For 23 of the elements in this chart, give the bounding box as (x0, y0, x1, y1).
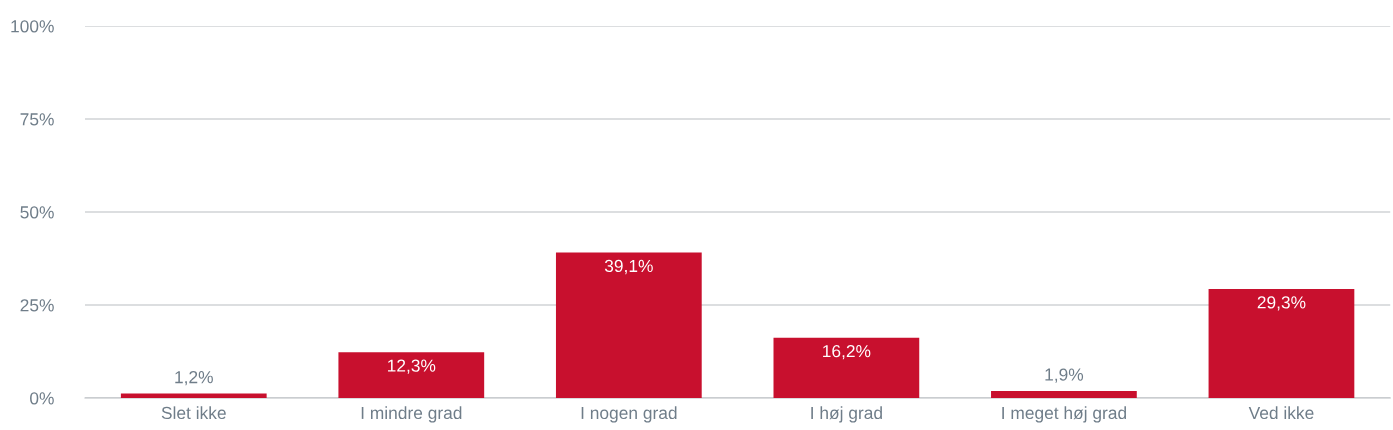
x-tick-label: Slet ikke (161, 406, 226, 420)
y-tick-label: 50% (20, 206, 54, 219)
bar (555, 252, 702, 398)
bar (1208, 289, 1355, 398)
y-tick-label: 75% (20, 113, 54, 126)
x-tick-label: I nogen grad (581, 406, 677, 423)
x-tick-label: I mindre grad (361, 406, 462, 423)
bar (773, 337, 920, 398)
data-label: 16,2% (823, 344, 871, 360)
y-tick-label: 100% (11, 20, 54, 33)
data-label: 39,1% (604, 259, 653, 275)
data-label: 1,9% (1045, 368, 1084, 383)
y-tick-label: 0% (30, 392, 54, 405)
x-tick-label: Ved ikke (1248, 406, 1314, 420)
data-label: 1,2% (175, 371, 213, 386)
x-tick-label: I meget høj grad (1002, 406, 1126, 423)
y-tick-label: 25% (20, 299, 54, 312)
bar (120, 393, 267, 398)
bar (338, 352, 485, 398)
bar (991, 390, 1137, 398)
data-label: 12,3% (388, 359, 436, 374)
x-tick-label: I høj grad (811, 406, 882, 423)
data-label: 29,3% (1257, 296, 1306, 311)
